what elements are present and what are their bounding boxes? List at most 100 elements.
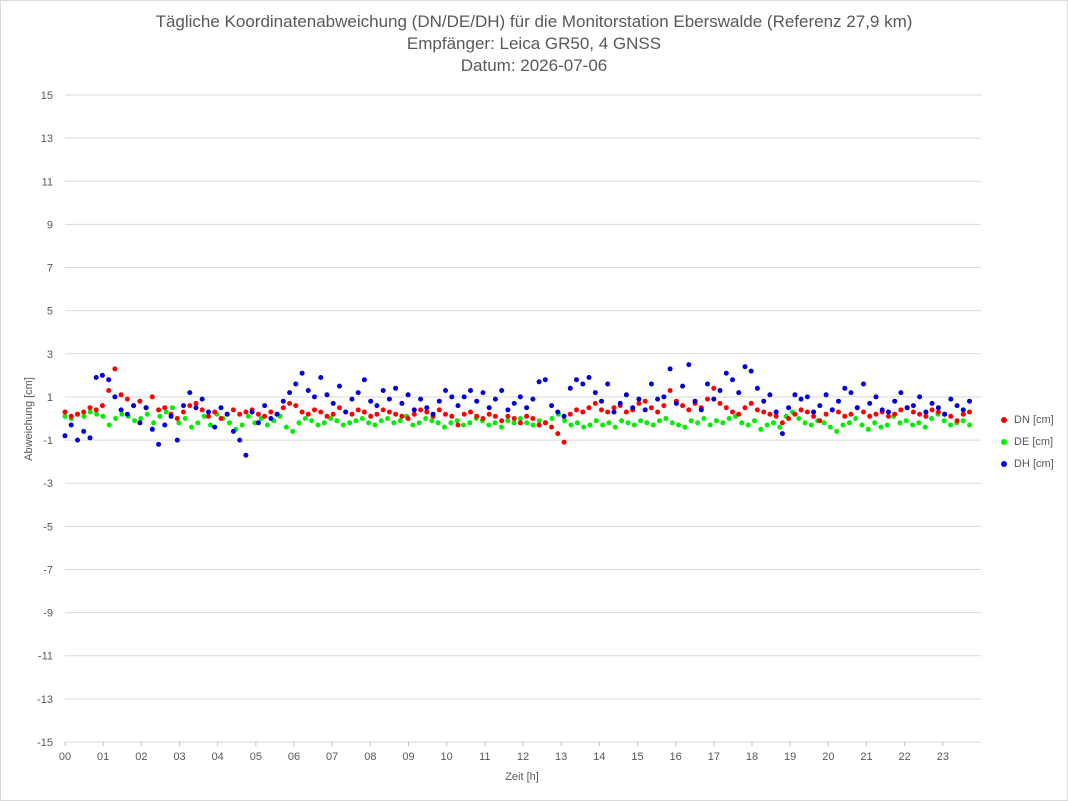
point-dh	[218, 405, 224, 411]
point-de	[163, 409, 169, 415]
point-dh	[468, 388, 473, 393]
point-dh	[274, 411, 280, 417]
point-de	[119, 411, 125, 417]
point-dh	[667, 366, 673, 372]
point-de	[321, 420, 327, 426]
point-dh	[867, 400, 873, 406]
y-tick-label: 7	[47, 263, 53, 275]
point-de	[227, 420, 232, 426]
x-tick-label: 21	[860, 751, 872, 763]
point-de	[353, 418, 359, 424]
point-de	[707, 422, 713, 428]
point-dh	[499, 388, 505, 393]
point-dh	[330, 400, 336, 406]
point-dh	[293, 381, 299, 387]
point-dh	[305, 388, 311, 393]
point-dh	[611, 409, 617, 415]
point-dn	[886, 413, 891, 419]
x-tick-label: 01	[97, 751, 109, 763]
point-dh	[124, 411, 130, 417]
point-dn	[218, 416, 224, 421]
legend-label: DN [cm]	[1014, 414, 1054, 426]
point-de	[499, 424, 504, 430]
point-dn	[449, 413, 455, 419]
point-dh	[773, 409, 779, 415]
x-tick-label: 14	[593, 751, 605, 763]
point-dn	[642, 398, 648, 404]
point-de	[100, 413, 106, 419]
point-de	[252, 420, 258, 426]
point-dn	[574, 407, 579, 413]
point-dn	[861, 409, 866, 415]
point-dh	[730, 377, 735, 383]
point-dh	[842, 385, 848, 391]
point-de	[94, 411, 100, 417]
point-dh	[237, 437, 243, 443]
point-de	[264, 422, 270, 428]
point-dn	[567, 411, 573, 417]
point-de	[435, 420, 441, 426]
point-dh	[655, 396, 661, 402]
point-de	[315, 422, 321, 428]
point-de	[530, 422, 536, 428]
point-dn	[187, 403, 193, 409]
x-tick-label: 04	[212, 751, 224, 763]
point-de	[777, 424, 783, 430]
y-tick-label: 3	[47, 349, 53, 361]
point-de	[302, 416, 308, 421]
point-de	[612, 424, 618, 430]
point-de	[334, 418, 340, 424]
point-dn	[386, 409, 392, 415]
y-tick-label: -11	[38, 651, 53, 663]
point-dh	[967, 398, 972, 404]
point-dh	[636, 396, 642, 402]
point-dh	[262, 403, 268, 409]
point-dn	[717, 400, 723, 406]
point-dh	[567, 385, 573, 391]
point-dh	[574, 377, 579, 383]
point-dh	[879, 407, 885, 413]
point-de	[151, 420, 157, 426]
point-de	[195, 420, 201, 426]
point-de	[631, 422, 637, 428]
point-dn	[798, 407, 804, 413]
point-dh	[255, 420, 261, 426]
x-tick-label: 23	[937, 751, 949, 763]
point-dn	[405, 416, 411, 421]
point-de	[802, 420, 808, 426]
point-de	[505, 418, 511, 424]
point-de	[182, 416, 188, 421]
point-dh	[224, 411, 230, 417]
point-de	[429, 418, 435, 424]
point-de	[758, 426, 764, 432]
point-dh	[661, 394, 667, 400]
point-dn	[411, 411, 417, 417]
point-de	[486, 422, 492, 428]
point-dh	[343, 409, 349, 415]
x-axis-title: Zeit [h]	[505, 771, 539, 783]
point-dh	[75, 437, 80, 443]
y-tick-label: 15	[41, 90, 53, 102]
point-dh	[149, 426, 155, 432]
y-tick-label: -3	[43, 478, 53, 490]
point-de	[884, 422, 890, 428]
point-dn	[99, 403, 105, 409]
point-de	[442, 424, 447, 430]
point-dn	[511, 416, 517, 421]
chart-title-line: Tägliche Koordinatenabweichung (DN/DE/DH…	[155, 12, 913, 31]
point-de	[132, 418, 138, 424]
x-tick-label: 10	[441, 751, 453, 763]
point-dh	[474, 398, 480, 404]
point-de	[859, 422, 865, 428]
point-de	[960, 418, 966, 424]
point-dh	[424, 405, 430, 411]
point-de	[676, 422, 682, 428]
point-dn	[492, 413, 498, 419]
point-dn	[898, 407, 904, 413]
point-dn	[910, 409, 916, 415]
point-de	[853, 416, 859, 421]
point-dn	[754, 407, 760, 413]
point-dh	[517, 394, 523, 400]
gridlines	[64, 94, 981, 746]
point-de	[701, 416, 707, 421]
